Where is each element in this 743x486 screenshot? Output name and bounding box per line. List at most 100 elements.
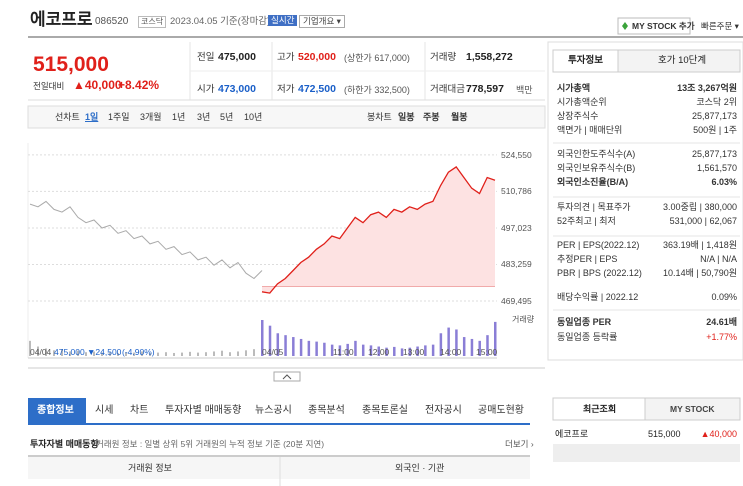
main-tab[interactable]: 뉴스공시 bbox=[255, 405, 292, 416]
quick-order[interactable]: 빠른주문 ▾ bbox=[701, 21, 739, 31]
candle-tab[interactable]: 월봉 bbox=[451, 112, 468, 122]
main-tab[interactable]: 종목분석 bbox=[308, 405, 345, 416]
period-tab[interactable]: 1일 bbox=[85, 112, 99, 122]
chart-tab[interactable]: 봉차트 bbox=[367, 112, 392, 122]
volume-bar bbox=[455, 329, 458, 356]
more-link[interactable]: 더보기 › bbox=[505, 439, 534, 449]
period-tab[interactable]: 1년 bbox=[172, 112, 186, 122]
info-label: 상장주식수 bbox=[557, 111, 599, 121]
period-tab[interactable]: 3년 bbox=[197, 112, 211, 122]
side-tab[interactable]: 투자정보 bbox=[568, 55, 603, 66]
realtime-badge[interactable]: 실시간 bbox=[268, 15, 298, 26]
info-value: 코스닥 2위 bbox=[696, 97, 737, 107]
period-tab[interactable]: 5년 bbox=[220, 112, 234, 122]
change-label: 전일대비 bbox=[33, 81, 65, 91]
info-label: 액면가 | 매매단위 bbox=[557, 125, 623, 135]
x-tick-label: 13:00 bbox=[403, 347, 425, 357]
recent-price: 515,000 bbox=[648, 429, 681, 439]
volume-bar bbox=[424, 345, 427, 356]
info-value: 25,877,173 bbox=[691, 149, 737, 159]
summary-value: 520,000 bbox=[298, 51, 336, 63]
summary-value: 778,597 bbox=[466, 83, 504, 95]
volume-bar bbox=[133, 352, 135, 356]
price-area bbox=[262, 166, 495, 294]
recent-tab[interactable]: MY STOCK bbox=[670, 404, 715, 414]
market-badge: 코스닥 bbox=[138, 16, 167, 28]
volume-bar bbox=[173, 352, 175, 356]
main-tab[interactable]: 공매도현황 bbox=[478, 405, 524, 416]
summary-note: 백만 bbox=[516, 85, 533, 95]
volume-bar bbox=[189, 351, 191, 356]
chart-tab[interactable]: 선차트 bbox=[55, 112, 80, 122]
overview-button[interactable]: 기업개요 ▾ bbox=[299, 15, 345, 28]
volume-bar bbox=[197, 352, 199, 356]
info-value: 531,000 | 62,067 bbox=[669, 216, 737, 226]
volume-bar bbox=[416, 346, 419, 356]
volume-bar bbox=[330, 344, 334, 356]
stock-name: 에코프로 bbox=[30, 10, 93, 29]
volume-bar bbox=[393, 346, 396, 356]
side-tab bbox=[617, 49, 741, 73]
y-tick-label: 497,023 bbox=[501, 222, 532, 233]
summary-label: 고가 bbox=[277, 52, 295, 63]
recent-name[interactable]: 에코프로 bbox=[555, 429, 589, 439]
change-amount: ▲40,000 bbox=[73, 78, 122, 92]
volume-bar bbox=[385, 347, 388, 356]
period-tab[interactable]: 10년 bbox=[244, 112, 263, 122]
summary-label: 전일 bbox=[197, 52, 215, 63]
price-line bbox=[261, 166, 496, 294]
recent-tab[interactable]: 최근조회 bbox=[583, 404, 617, 414]
volume-bar bbox=[253, 349, 255, 356]
volume-bar bbox=[470, 338, 474, 356]
y-tick-label: 483,259 bbox=[501, 259, 532, 270]
volume-bar bbox=[245, 350, 247, 356]
mystock-icon bbox=[622, 22, 628, 30]
volume-bar bbox=[237, 351, 239, 356]
info-value: 25,877,173 bbox=[691, 111, 737, 121]
volume-bar bbox=[361, 344, 365, 356]
info-value: +1.77% bbox=[706, 332, 737, 342]
chart-tab-bar bbox=[27, 105, 546, 129]
volume-bar bbox=[377, 346, 380, 356]
volume-bar bbox=[77, 350, 79, 356]
mystock-label[interactable]: MY STOCK 추가 bbox=[632, 21, 695, 31]
candle-tab[interactable]: 일봉 bbox=[398, 112, 415, 122]
main-tab[interactable]: 종합정보 bbox=[37, 405, 74, 416]
candle-tab[interactable]: 주봉 bbox=[423, 112, 440, 122]
volume-bar bbox=[346, 343, 349, 356]
volume-bar bbox=[268, 325, 272, 356]
mystock-button[interactable] bbox=[617, 17, 691, 35]
summary-label: 거래대금 bbox=[430, 84, 465, 95]
info-label: 투자의견 | 목표주가 bbox=[557, 202, 631, 212]
volume-bar bbox=[101, 352, 103, 356]
x-tick-label: 12:00 bbox=[368, 347, 390, 357]
main-tab[interactable]: 차트 bbox=[130, 405, 149, 416]
main-tab[interactable]: 전자공시 bbox=[425, 405, 462, 416]
volume-bar bbox=[53, 350, 55, 356]
info-label: 동일업종 등락률 bbox=[557, 332, 618, 342]
summary-note: (상한가 617,000) bbox=[344, 53, 410, 63]
main-tab-active bbox=[28, 398, 86, 424]
main-tab[interactable]: 시세 bbox=[95, 405, 114, 416]
main-tab[interactable]: 종목토론실 bbox=[362, 405, 408, 416]
volume-bar bbox=[261, 320, 264, 356]
period-tab[interactable]: 1주일 bbox=[108, 112, 130, 122]
volume-bar bbox=[157, 352, 159, 356]
volume-bar bbox=[478, 340, 481, 356]
summary-value: 1,558,272 bbox=[466, 51, 513, 63]
side-tab[interactable]: 호가 10단계 bbox=[658, 55, 707, 66]
table-header: 외국인 · 기관 bbox=[395, 463, 445, 473]
main-tab[interactable]: 투자자별 매매동향 bbox=[165, 405, 242, 416]
expand-toggle[interactable] bbox=[273, 371, 301, 382]
volume-bar bbox=[299, 338, 303, 356]
section-title: 투자자별 매매동향 bbox=[30, 439, 99, 449]
info-value: N/A | N/A bbox=[700, 254, 737, 264]
period-tab[interactable]: 3개월 bbox=[140, 112, 162, 122]
volume-bar bbox=[338, 345, 342, 356]
table-header-bg bbox=[28, 457, 530, 479]
info-label: 시가총액 bbox=[557, 83, 591, 93]
volume-bar bbox=[45, 348, 47, 356]
info-value: 24.61배 bbox=[706, 317, 737, 327]
